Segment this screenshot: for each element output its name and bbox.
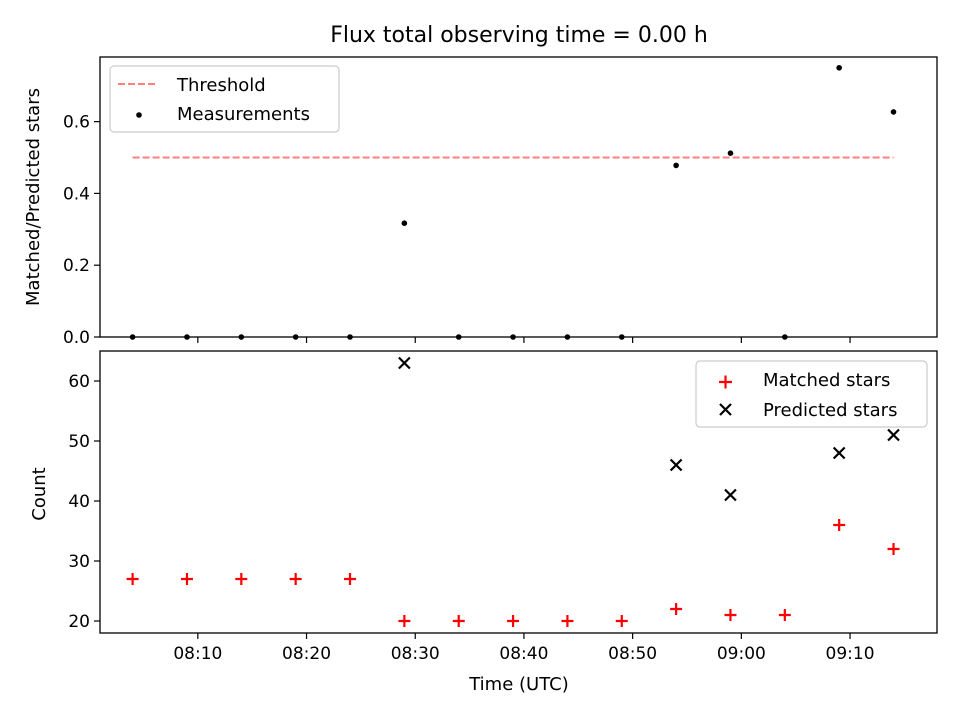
matched-stars-point [887, 543, 900, 555]
measurements-point [890, 109, 897, 115]
count-y-tick-label: 40 [68, 492, 90, 512]
ratio-x-ticks [197, 337, 851, 343]
ratio-y-tick-label: 0.4 [63, 184, 90, 204]
count-y-tick-label: 30 [68, 552, 90, 572]
ratio-y-tick-label: 0.2 [63, 256, 90, 276]
predicted-stars-point [669, 458, 683, 472]
ratio-y-ticks: 0.0 0.2 0.4 0.6 [63, 113, 100, 348]
matched-stars-point [507, 615, 520, 627]
predicted-stars-point [398, 356, 411, 370]
count-legend-box [695, 360, 928, 428]
count-x-tick-label: 08:40 [499, 644, 548, 664]
count-y-tick-label: 50 [68, 432, 90, 452]
x-axis-label: Time (UTC) [468, 674, 569, 695]
count-plot-area [126, 356, 900, 627]
matched-stars-point [126, 573, 139, 585]
predicted-legend-label: Predicted stars [763, 400, 897, 421]
matched-stars-point [180, 573, 193, 585]
matched-stars-point [289, 573, 302, 585]
count-x-tick-label: 08:20 [282, 644, 331, 664]
count-x-tick-label: 08:10 [173, 644, 222, 664]
count-x-tick-label: 09:00 [717, 644, 766, 664]
measurements-point [836, 64, 842, 71]
measurements-legend-swatch [136, 112, 142, 118]
figure-title: Flux total observing time = 0.00 h [330, 23, 708, 48]
ratio-legend: Threshold Measurements [109, 65, 340, 133]
matched-stars-point [833, 519, 846, 531]
measurements-point [401, 220, 408, 227]
ratio-panel: 0.0 0.2 0.4 0.6 Matched/Predicted stars Thr… [23, 56, 938, 348]
ratio-axes-frame [99, 56, 938, 338]
count-legend: Matched stars Predicted stars [695, 360, 928, 428]
matched-stars-point [344, 573, 357, 585]
count-axes-frame [99, 350, 938, 634]
measurements-point [673, 162, 679, 169]
measurements-point [727, 150, 734, 157]
matched-stars-point [724, 609, 737, 621]
count-panel: 20 30 40 50 60 08:10 08:20 08:30 08:40 08:50 09:0… [29, 350, 938, 695]
threshold-legend-label: Threshold [176, 75, 266, 96]
matched-legend-label: Matched stars [763, 370, 890, 391]
predicted-stars-point [832, 446, 846, 460]
predicted-stars-point [887, 428, 900, 442]
count-x-tick-label: 09:10 [826, 644, 875, 664]
matched-stars-point [561, 615, 574, 627]
matched-stars-point [670, 603, 683, 615]
ratio-y-tick-label: 0.0 [63, 328, 90, 348]
matched-legend-swatch [719, 375, 732, 389]
count-x-tick-label: 08:30 [391, 644, 440, 664]
measurements-legend-label: Measurements [177, 104, 310, 125]
matched-stars-point [398, 615, 411, 627]
matched-stars-point [235, 573, 248, 585]
matched-stars-point [452, 615, 465, 627]
count-y-ticks: 20 30 40 50 60 [68, 372, 100, 632]
predicted-legend-swatch [719, 403, 732, 416]
matched-stars-point [778, 609, 791, 621]
count-y-tick-label: 20 [68, 612, 90, 632]
count-x-tick-label: 08:50 [608, 644, 657, 664]
count-y-axis-label: Count [29, 467, 50, 520]
ratio-legend-box [109, 65, 340, 133]
ratio-y-tick-label: 0.6 [63, 113, 90, 133]
count-x-ticks: 08:10 08:20 08:30 08:40 08:50 09:00 09:10 [173, 633, 875, 664]
count-y-tick-label: 60 [68, 372, 90, 392]
matched-stars-point [615, 615, 628, 627]
ratio-y-axis-label: Matched/Predicted stars [23, 88, 44, 306]
predicted-stars-point [724, 488, 737, 502]
